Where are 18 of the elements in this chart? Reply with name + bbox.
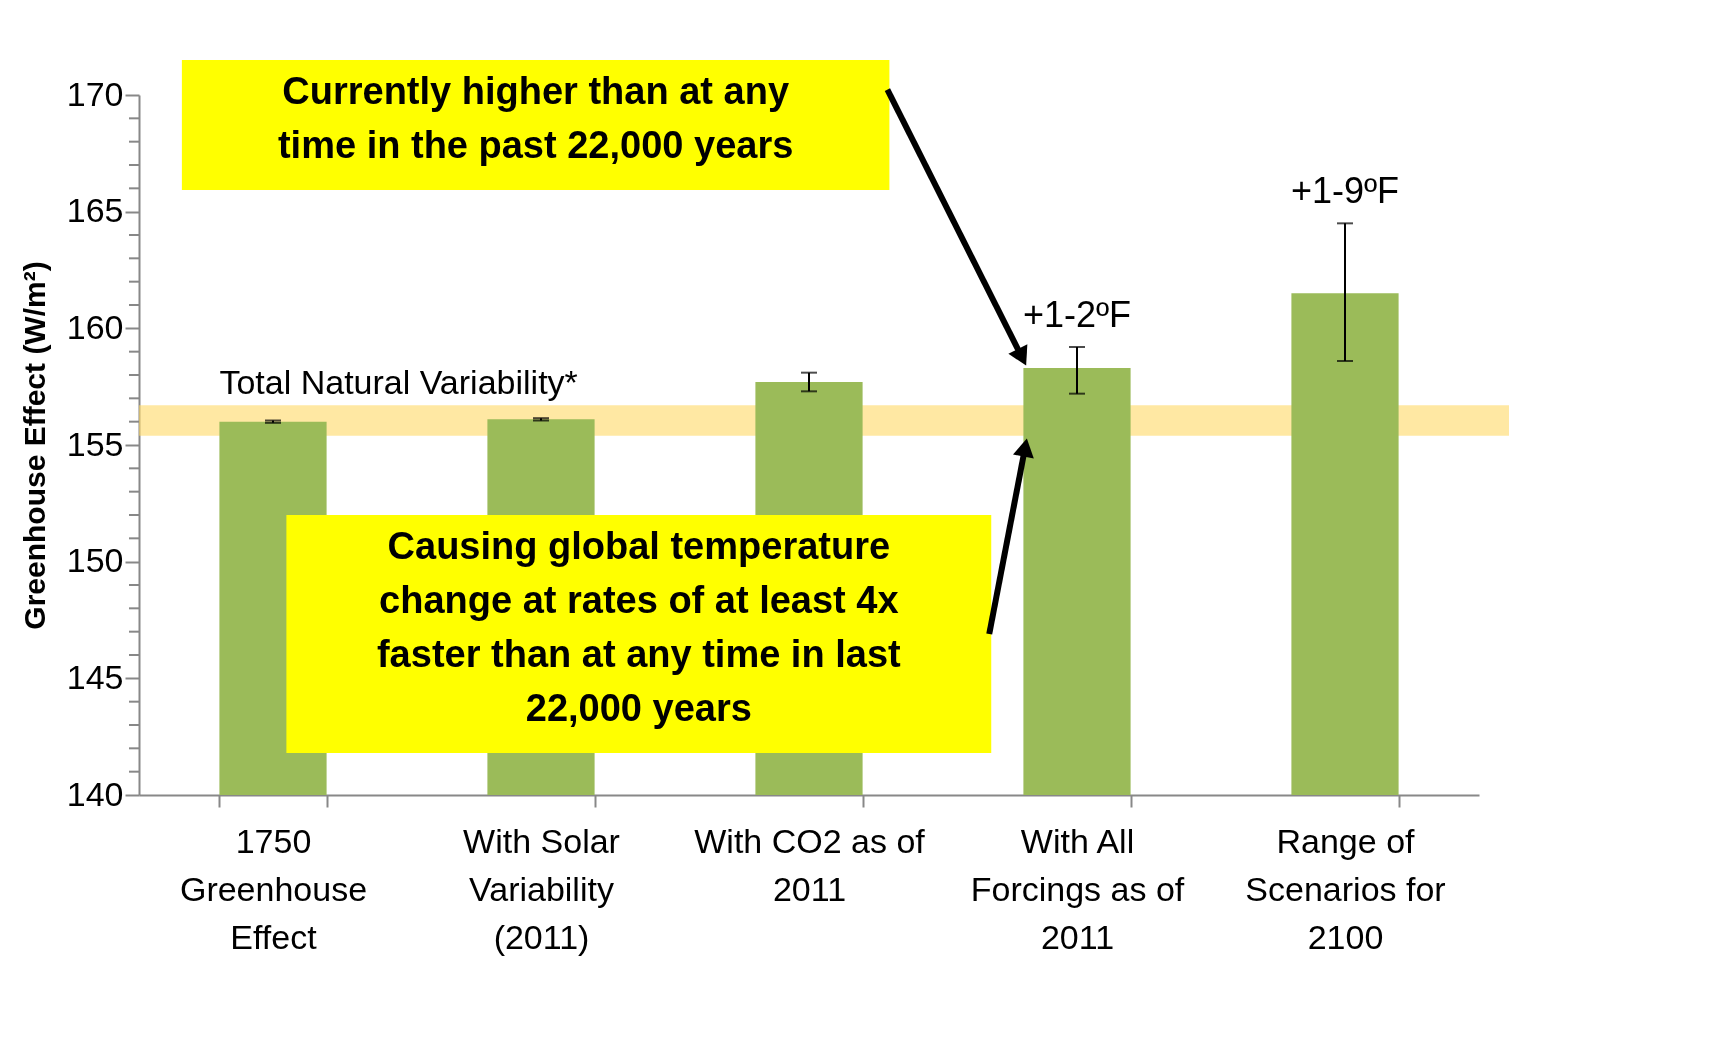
y-tick-label: 155 (66, 424, 124, 463)
annotation: Causing global temperature change at rates of at least 4x faster than at any time in last 22,000 years (376, 525, 902, 729)
y-tick-label: 145 (66, 657, 124, 696)
y-tick-label: 150 (66, 541, 124, 580)
x-tick-label: With All Forcings as of 2011 (970, 821, 1185, 956)
y-tick-label: 160 (66, 307, 124, 346)
annotation: +1-2ºF (1022, 294, 1132, 335)
y-tick-label: 140 (66, 774, 124, 813)
x-tick-label: With Solar Variability (2011) (463, 821, 620, 956)
y-axis-title: Greenhouse Effect (W/m²) (17, 261, 51, 630)
annotation: +1-9ºF (1290, 170, 1400, 212)
x-tick-label: Range of Scenarios for 2100 (1245, 821, 1446, 956)
band-label: Total Natural Variability* (219, 363, 578, 402)
y-tick-label: 165 (66, 191, 124, 230)
x-tick-label: 1750 Greenhouse Effect (179, 821, 368, 956)
y-tick-label: 170 (66, 74, 124, 113)
annotation: Currently higher than at any time in the past 22,000 years (277, 70, 794, 166)
x-tick-label: With CO2 as of 2011 (694, 821, 926, 908)
